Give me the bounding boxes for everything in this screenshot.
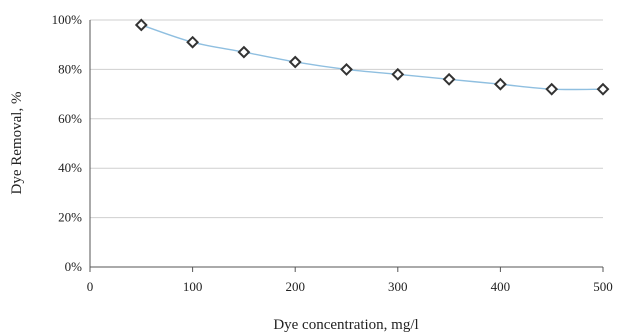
data-point (391, 67, 405, 81)
data-point (493, 77, 507, 91)
x-tick-label: 200 (285, 279, 305, 294)
trendline (141, 24, 604, 91)
data-point (340, 62, 353, 76)
data-point (442, 72, 456, 86)
x-tick-label: 500 (593, 279, 613, 294)
y-tick-label: 20% (58, 210, 82, 225)
y-tick-label: 80% (58, 61, 82, 76)
y-tick-label: 100% (52, 12, 83, 27)
axes (89, 20, 604, 272)
x-tick-label: 100 (183, 279, 203, 294)
data-point (545, 82, 559, 96)
x-axis-title: Dye concentration, mg/l (273, 317, 418, 333)
y-tick-label: 40% (58, 160, 82, 175)
data-point (237, 45, 251, 59)
x-tick-label: 0 (87, 279, 94, 294)
x-tick-label: 300 (388, 279, 408, 294)
x-tick-labels: 0 100 200 300 400 500 (87, 279, 613, 294)
y-tick-labels: 0% 20% 40% 60% 80% 100% (52, 12, 83, 274)
data-point (596, 82, 610, 96)
y-tick-label: 0% (65, 259, 83, 274)
x-tick-label: 400 (491, 279, 511, 294)
data-point (134, 18, 148, 32)
data-point (288, 55, 302, 69)
grid-lines (90, 19, 603, 219)
data-point (186, 35, 200, 49)
y-axis-title: Dye Removal, % (9, 92, 25, 195)
y-tick-label: 60% (58, 111, 82, 126)
data-points (134, 18, 610, 96)
trendline-curve (141, 24, 604, 91)
